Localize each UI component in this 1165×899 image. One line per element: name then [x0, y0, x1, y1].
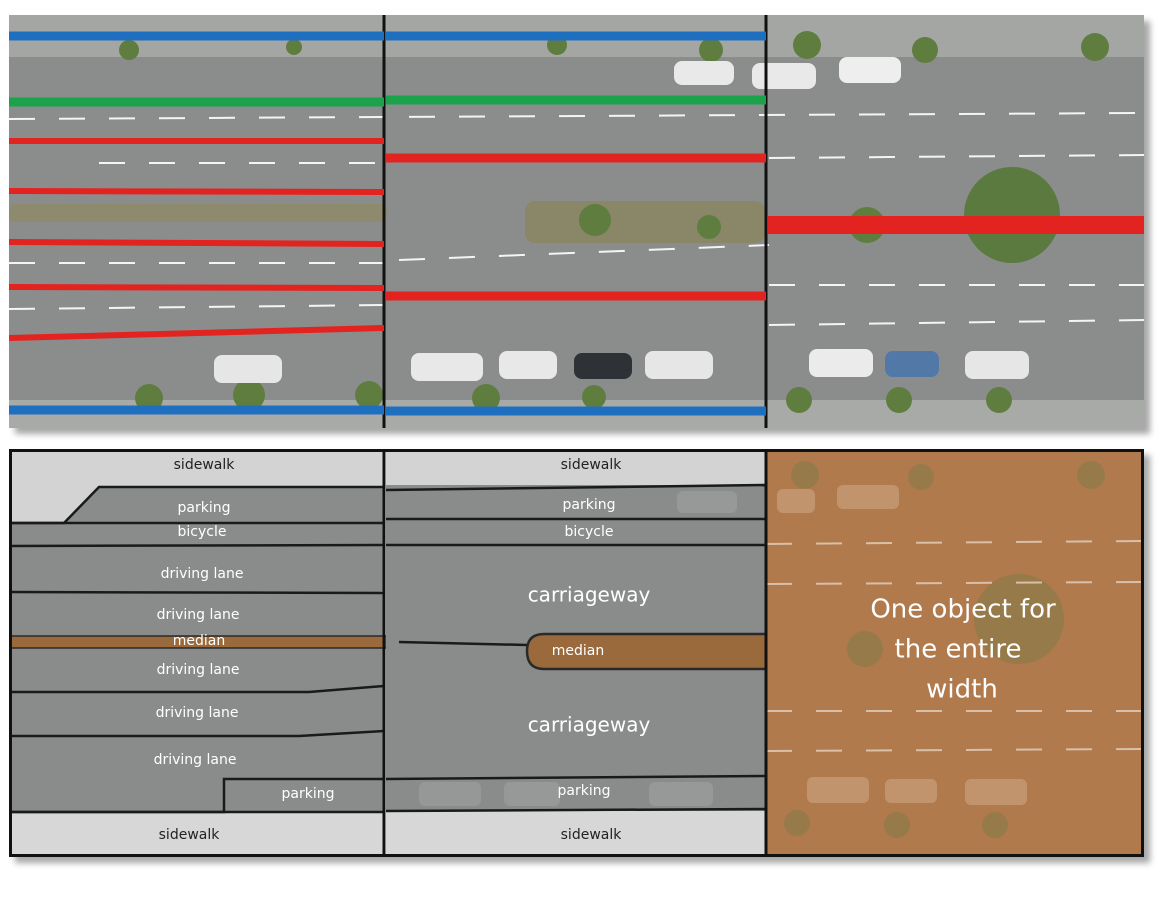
median-strip-middle — [525, 201, 765, 243]
parked-car — [839, 57, 901, 83]
tree — [697, 215, 721, 239]
label-bicycle: bicycle — [565, 524, 614, 540]
label-parking-bottom: parking — [282, 786, 335, 802]
label-median-middle: median — [552, 643, 604, 659]
label-parking-bottom: parking — [558, 783, 611, 799]
panel-border — [9, 449, 1144, 857]
right-column: One object for the entire width — [765, 449, 1144, 857]
bottom-annotation-svg: sidewalk parking bicycle driving lane dr… — [9, 449, 1144, 857]
label-driving-lane-3: driving lane — [157, 662, 240, 678]
tree — [1081, 33, 1109, 61]
label-median-left: median — [173, 633, 225, 649]
parked-car — [499, 351, 557, 379]
label-bicycle: bicycle — [178, 524, 227, 540]
label-driving-lane-5: driving lane — [154, 752, 237, 768]
parked-car — [752, 63, 816, 89]
tree — [793, 31, 821, 59]
label-sidewalk-bottom: sidewalk — [159, 827, 221, 843]
top-aerial-svg — [9, 15, 1144, 428]
faint-lane-markings — [765, 540, 1144, 752]
label-sidewalk-top: sidewalk — [174, 457, 236, 473]
label-driving-lane-2: driving lane — [157, 607, 240, 623]
parked-car — [885, 351, 939, 377]
label-sidewalk-top: sidewalk — [561, 457, 623, 473]
tree — [912, 37, 938, 63]
median-strip-left — [9, 204, 387, 222]
parked-car — [674, 61, 734, 85]
label-parking-top: parking — [178, 500, 231, 516]
label-driving-lane-4: driving lane — [156, 705, 239, 721]
caption-line-1: One object for — [870, 595, 1056, 625]
label-driving-lane-1: driving lane — [161, 566, 244, 582]
tree — [579, 204, 611, 236]
red-lane-line — [9, 188, 385, 195]
parked-car — [411, 353, 483, 381]
faint-features — [777, 485, 1027, 805]
parked-car — [214, 355, 282, 383]
red-lane-line — [9, 284, 385, 291]
label-carriageway-bottom: carriageway — [528, 713, 651, 737]
median-area — [525, 632, 768, 671]
tree — [786, 387, 812, 413]
parked-car — [645, 351, 713, 379]
tree — [286, 39, 302, 55]
label-parking-top: parking — [563, 497, 616, 513]
label-carriageway-top: carriageway — [528, 583, 651, 607]
tree — [355, 381, 383, 409]
parked-car — [965, 351, 1029, 379]
caption-line-2: the entire — [895, 635, 1022, 665]
left-column: sidewalk parking bicycle driving lane dr… — [9, 449, 397, 857]
caption-line-3: width — [926, 675, 998, 705]
parked-car — [574, 353, 632, 379]
lane-markings — [9, 112, 1144, 326]
lane-boundaries — [385, 483, 767, 813]
tree — [886, 387, 912, 413]
sidewalk-bottom-area — [386, 811, 766, 857]
tree — [135, 384, 163, 412]
large-tree — [964, 167, 1060, 263]
tree — [472, 384, 500, 412]
tree — [119, 40, 139, 60]
top-aerial-panel — [9, 15, 1144, 428]
tree — [233, 379, 265, 411]
lane-boundaries — [9, 485, 385, 814]
red-lane-line — [9, 325, 385, 341]
faint-cars — [419, 491, 737, 806]
tree — [986, 387, 1012, 413]
sidewalk-top-area — [386, 449, 766, 485]
parked-car — [809, 349, 873, 377]
bottom-annotation-panel: sidewalk parking bicycle driving lane dr… — [9, 449, 1144, 857]
faint-trees — [784, 461, 1105, 838]
tree — [582, 385, 606, 409]
tree — [699, 38, 723, 62]
label-sidewalk-bottom: sidewalk — [561, 827, 623, 843]
red-lane-line — [9, 239, 385, 247]
sidewalk-bottom-area — [9, 812, 384, 857]
middle-column: sidewalk parking bicycle carriageway med… — [385, 449, 768, 857]
